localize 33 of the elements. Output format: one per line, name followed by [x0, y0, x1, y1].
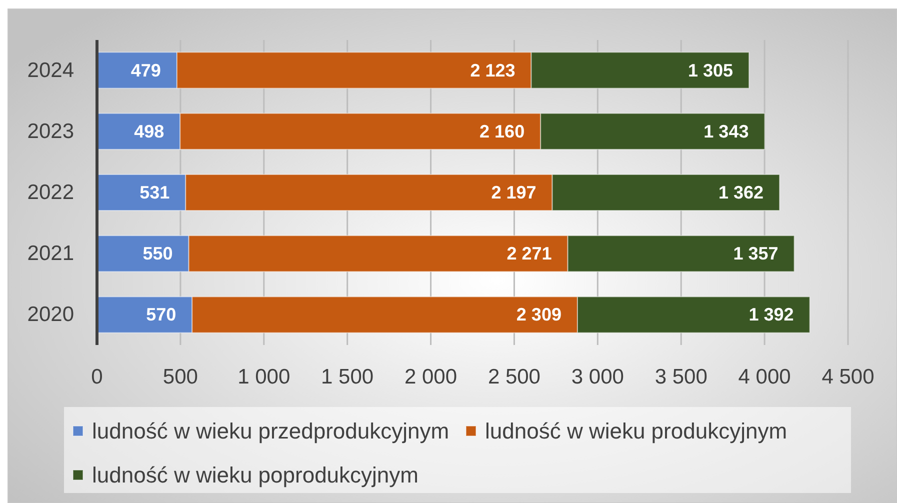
x-tick-label: 0 [91, 366, 103, 388]
data-label: 2 197 [491, 182, 536, 202]
x-tick-label: 1 500 [321, 366, 374, 388]
data-label: 2 309 [516, 304, 562, 325]
x-tick-label: 4 000 [738, 366, 791, 388]
x-tick-label: 2 500 [488, 366, 541, 388]
x-tick-label: 3 000 [571, 366, 624, 388]
x-tick-label: 3 500 [654, 366, 708, 388]
data-label: 1 392 [748, 304, 794, 325]
y-tick-label: 2023 [27, 120, 74, 143]
data-label: 570 [146, 304, 176, 325]
x-tick-label: 500 [162, 366, 198, 388]
data-label: 1 362 [718, 182, 764, 202]
data-label: 1 343 [704, 121, 749, 142]
data-label: 479 [130, 60, 161, 80]
data-label: 1 305 [688, 60, 734, 80]
y-tick-label: 2022 [27, 181, 74, 204]
y-tick-label: 2020 [27, 303, 74, 326]
data-label: 2 271 [506, 244, 552, 264]
y-tick-label: 2024 [27, 58, 74, 82]
legend-label: ludność w wieku produkcyjnym [485, 418, 788, 444]
x-tick-label: 1 000 [238, 366, 290, 388]
data-label: 550 [142, 244, 173, 264]
legend-label: ludność w wieku poprodukcyjnym [92, 462, 418, 488]
data-label: 2 160 [480, 121, 525, 142]
data-label: 531 [140, 182, 170, 202]
y-tick-label: 2021 [27, 242, 74, 266]
data-label: 498 [134, 121, 164, 142]
x-tick-label: 2 000 [404, 366, 458, 388]
x-tick-label: 4 500 [822, 366, 874, 388]
legend-label: ludność w wieku przedprodukcyjnym [92, 418, 450, 444]
data-label: 1 357 [733, 244, 778, 264]
data-label: 2 123 [470, 60, 516, 80]
